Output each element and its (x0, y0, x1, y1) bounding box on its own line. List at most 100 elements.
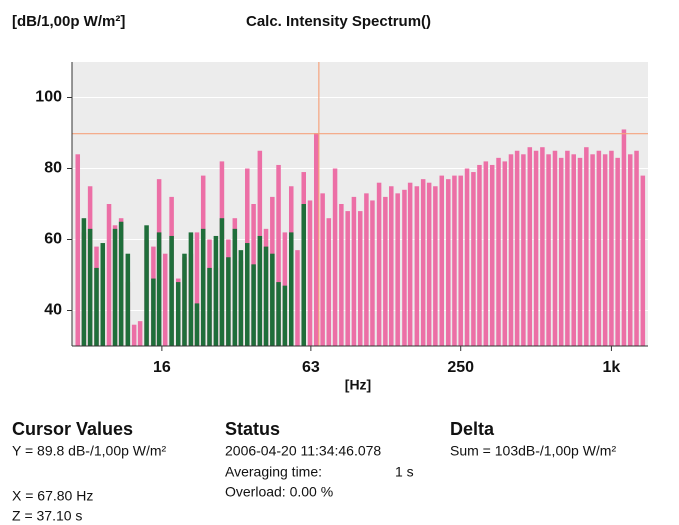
bar (584, 147, 589, 346)
bar (345, 211, 350, 346)
bar (483, 161, 489, 346)
bar (131, 324, 137, 346)
x-tick-label: 250 (447, 359, 474, 376)
bar (640, 175, 646, 346)
bar (590, 154, 595, 346)
y-tick-label: 100 (35, 89, 62, 106)
bar (332, 168, 338, 346)
bar (489, 164, 495, 346)
bar (621, 129, 627, 346)
bar (540, 147, 545, 346)
bar (533, 150, 539, 346)
bar (446, 179, 451, 346)
bar (577, 157, 583, 346)
bar (339, 204, 344, 346)
bar (162, 253, 168, 346)
bar (596, 150, 602, 346)
bar (112, 228, 118, 346)
bar (508, 154, 514, 346)
bar (156, 232, 162, 346)
chart-title: Calc. Intensity Spectrum() (246, 13, 431, 30)
bar (307, 200, 313, 346)
bar (106, 204, 112, 346)
bar (546, 154, 551, 346)
panel-title: Status (225, 419, 280, 439)
bar (452, 175, 457, 346)
bar (414, 186, 420, 346)
bar (94, 267, 99, 346)
x-tick-label: 1k (603, 359, 621, 376)
bar (389, 186, 394, 346)
averaging-label: Averaging time: (225, 464, 322, 480)
bar (257, 235, 263, 346)
bar (75, 154, 81, 346)
bar (527, 147, 533, 346)
bar (458, 175, 463, 346)
bar (81, 218, 87, 346)
delta-sum: Sum = 103dB-/1,00p W/m² (450, 443, 616, 459)
bar (433, 186, 438, 346)
y-axis-label: [dB/1,00p W/m²] (12, 13, 125, 30)
bar (407, 182, 413, 346)
bar (282, 285, 288, 346)
bar (464, 168, 470, 346)
bar (200, 228, 206, 346)
bar (100, 243, 106, 346)
bar (144, 225, 149, 346)
x-tick-label: 63 (302, 359, 320, 376)
bar (118, 221, 124, 346)
bar (213, 235, 219, 346)
bar (634, 150, 639, 346)
bar (87, 228, 93, 346)
bar (188, 232, 194, 346)
bar (439, 175, 445, 346)
x-tick-label: 16 (153, 359, 171, 376)
bar (270, 253, 275, 346)
bar (320, 193, 325, 346)
bar (609, 150, 614, 346)
bar (558, 157, 564, 346)
bar (313, 133, 319, 346)
bar (151, 278, 156, 346)
bar (226, 257, 231, 346)
bar (565, 150, 570, 346)
y-tick-label: 60 (44, 231, 62, 248)
bar (351, 196, 357, 346)
bar (219, 218, 225, 346)
timestamp: 2006-04-20 11:34:46.078 (225, 443, 381, 459)
cursor-x: X = 67.80 Hz (12, 488, 93, 504)
bar (477, 164, 482, 346)
overload: Overload: 0.00 % (225, 484, 333, 500)
y-tick-label: 40 (44, 302, 62, 319)
bar (514, 150, 520, 346)
bar (383, 196, 388, 346)
bar (301, 204, 306, 346)
bar (395, 193, 400, 346)
bar (370, 200, 375, 346)
bar (602, 154, 608, 346)
bar (357, 211, 363, 346)
bar (207, 267, 212, 346)
bar (615, 157, 620, 346)
bar (175, 282, 181, 346)
bar (364, 193, 369, 346)
bar (402, 189, 407, 346)
bar (420, 179, 426, 346)
bar (276, 282, 281, 346)
cursor-z: Z = 37.10 s (12, 508, 82, 524)
bar (376, 182, 382, 346)
bar (521, 154, 526, 346)
bar (496, 157, 501, 346)
bar (471, 172, 476, 346)
bar (627, 154, 633, 346)
bar (426, 182, 432, 346)
bar (502, 161, 508, 346)
bar (276, 164, 281, 346)
bar (137, 321, 143, 346)
bar (194, 303, 200, 346)
bar (295, 250, 300, 346)
panel-title: Cursor Values (12, 419, 133, 439)
x-axis-label: [Hz] (345, 377, 371, 393)
panel-title: Delta (450, 419, 495, 439)
bar (326, 218, 332, 346)
